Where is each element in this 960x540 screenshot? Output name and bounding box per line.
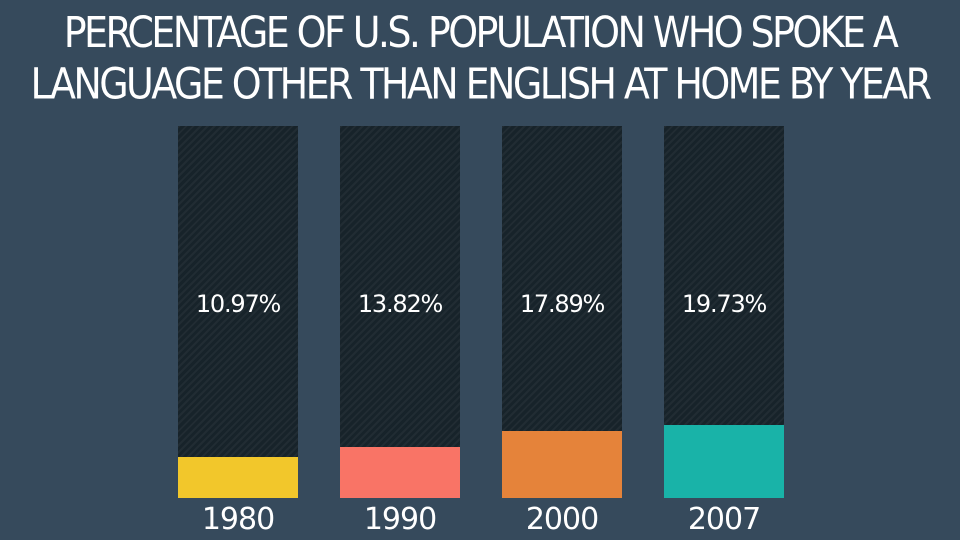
data-label-1980: 10.97% — [195, 290, 282, 318]
bar-2000 — [502, 431, 622, 498]
data-label-2000: 17.89% — [519, 290, 606, 318]
bar-track-2000: 17.89% — [502, 126, 622, 498]
bar-track-2007: 19.73% — [664, 126, 784, 498]
category-label-2000: 2000 — [525, 502, 599, 537]
data-label-1990: 13.82% — [357, 290, 444, 318]
chart-title-line-1: PERCENTAGE OF U.S. POPULATION WHO SPOKE … — [63, 7, 899, 58]
chart-title: PERCENTAGE OF U.S. POPULATION WHO SPOKE … — [0, 0, 960, 110]
category-label-2007: 2007 — [687, 502, 761, 537]
category-label-1980: 1980 — [201, 502, 275, 537]
bar-track-1990: 13.82% — [340, 126, 460, 498]
bar-2007 — [664, 425, 784, 498]
data-label-2007: 19.73% — [681, 290, 768, 318]
bar-1980 — [178, 457, 298, 498]
bar-1990 — [340, 447, 460, 498]
chart-title-line-2: LANGUAGE OTHER THAN ENGLISH AT HOME BY Y… — [30, 59, 933, 109]
bar-track-1980: 10.97% — [178, 126, 298, 498]
category-label-1990: 1990 — [363, 502, 437, 537]
